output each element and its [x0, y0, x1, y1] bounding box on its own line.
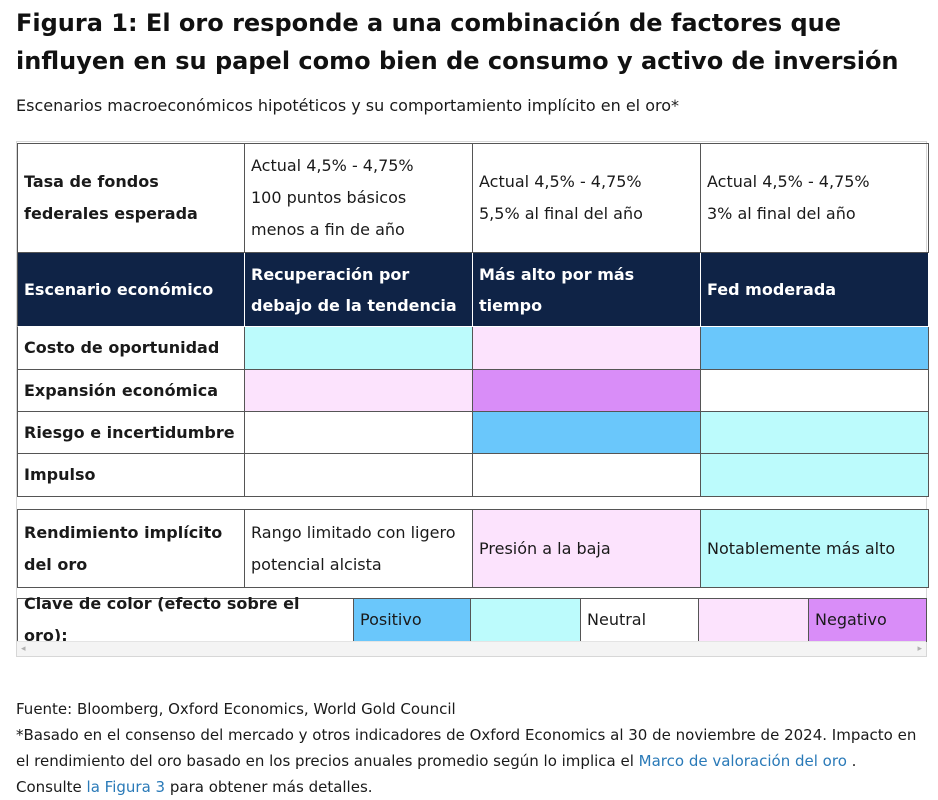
yield-cell-higher: Presión a la baja [473, 509, 701, 588]
figure-3-link[interactable]: la Figura 3 [86, 778, 166, 796]
yield-cell-recovery: Rango limitado con ligero potencial alci… [245, 509, 473, 588]
factor-cell-higher [473, 412, 701, 454]
scroll-right-icon[interactable]: ▸ [917, 644, 922, 654]
factor-label: Expansión económica [17, 370, 245, 412]
key-strong-negative: Negativo [809, 598, 927, 642]
factor-cell-recovery [245, 412, 473, 454]
note-text-end: para obtener más detalles. [169, 778, 373, 796]
yield-row-label: Rendimiento implícito del oro [17, 509, 245, 588]
factor-row-risk: Riesgo e incertidumbre [17, 412, 929, 454]
figure-title: Figura 1: El oro responde a una combinac… [16, 9, 899, 75]
factor-cell-higher [473, 370, 701, 412]
source-note: Fuente: Bloomberg, Oxford Economics, Wor… [16, 700, 456, 718]
key-positive [471, 598, 581, 642]
rate-recovery-line-2: 100 puntos básicos [251, 188, 407, 207]
factor-cell-higher [473, 454, 701, 497]
factor-cell-higher [473, 327, 701, 370]
factor-cell-moderate [701, 370, 929, 412]
figure-subtitle: Escenarios macroeconómicos hipotéticos y… [16, 96, 680, 115]
yield-row: Rendimiento implícito del oro Rango limi… [17, 509, 929, 588]
key-negative [699, 598, 809, 642]
scenario-header-row: Escenario económico Recuperación por deb… [17, 253, 929, 327]
rate-moderate-line-2: 3% al final del año [707, 204, 856, 223]
factor-cell-moderate [701, 412, 929, 454]
rate-cell-moderate: Actual 4,5% - 4,75% 3% al final del año [701, 143, 929, 253]
note-text-mid: . Consulte [16, 752, 857, 796]
rate-cell-recovery: Actual 4,5% - 4,75% 100 puntos básicos m… [245, 143, 473, 253]
rate-cell-higher: Actual 4,5% - 4,75% 5,5% al final del añ… [473, 143, 701, 253]
rate-row: Tasa de fondos federales esperada Actual… [17, 143, 929, 253]
rate-moderate-line-1: Actual 4,5% - 4,75% [707, 172, 870, 191]
factor-cell-recovery [245, 327, 473, 370]
key-neutral: Neutral [581, 598, 699, 642]
header-moderate-fed: Fed moderada [701, 253, 929, 327]
factor-row-economic-expansion: Expansión económica [17, 370, 929, 412]
rate-row-label: Tasa de fondos federales esperada [17, 143, 245, 253]
rate-higher-line-1: Actual 4,5% - 4,75% [479, 172, 642, 191]
factor-label: Impulso [17, 454, 245, 497]
factor-cell-moderate [701, 454, 929, 497]
methodology-note: *Basado en el consenso del mercado y otr… [16, 722, 921, 800]
factor-label: Costo de oportunidad [17, 327, 245, 370]
factor-cell-recovery [245, 370, 473, 412]
color-key-label: Clave de color (efecto sobre el oro): [17, 594, 354, 645]
header-scenario-label: Escenario económico [17, 253, 245, 327]
factor-row-momentum: Impulso [17, 454, 929, 497]
scroll-left-icon[interactable]: ◂ [21, 644, 26, 654]
rate-recovery-line-1: Actual 4,5% - 4,75% [251, 156, 414, 175]
rate-recovery-line-3: menos a fin de año [251, 220, 405, 239]
horizontal-scrollbar[interactable]: ◂ ▸ [17, 641, 926, 656]
figure-footer: Fuente: Bloomberg, Oxford Economics, Wor… [16, 696, 921, 800]
factor-cell-recovery [245, 454, 473, 497]
yield-cell-moderate: Notablemente más alto [701, 509, 929, 588]
key-strong-positive: Positivo [354, 598, 471, 642]
header-higher-longer: Más alto por más tiempo [473, 253, 701, 327]
factor-cell-moderate [701, 327, 929, 370]
rate-higher-line-2: 5,5% al final del año [479, 204, 643, 223]
factor-label: Riesgo e incertidumbre [17, 412, 245, 454]
factor-row-opportunity-cost: Costo de oportunidad [17, 327, 929, 370]
scenario-table: Tasa de fondos federales esperada Actual… [16, 141, 929, 657]
color-key-row: Clave de color (efecto sobre el oro): Po… [17, 594, 927, 645]
header-recovery: Recuperación por debajo de la tendencia [245, 253, 473, 327]
valuation-framework-link[interactable]: Marco de valoración del oro [638, 752, 847, 770]
note-text-start: *Basado en el consenso del mercado y otr… [16, 726, 917, 770]
